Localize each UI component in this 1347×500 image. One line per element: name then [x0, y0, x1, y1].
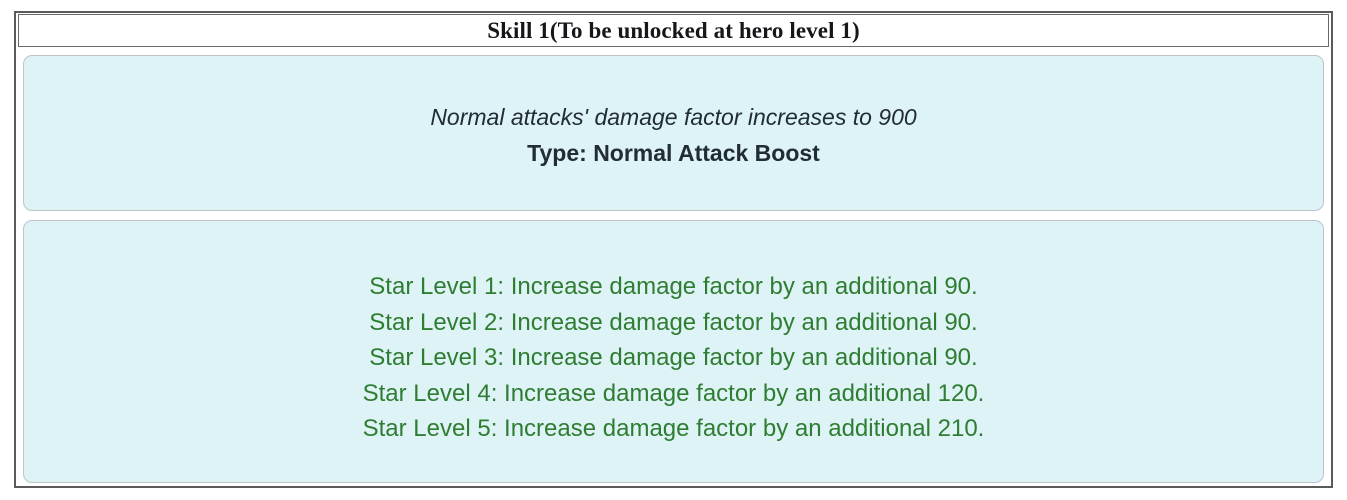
skill-card: Skill 1(To be unlocked at hero level 1) …: [14, 11, 1333, 488]
skill-type-text: Type: Normal Attack Boost: [527, 140, 820, 166]
star-level-row: Star Level 3: Increase damage factor by …: [369, 344, 978, 371]
skill-header: Skill 1(To be unlocked at hero level 1): [18, 14, 1329, 47]
skill-effect-text: Normal attacks' damage factor increases …: [430, 104, 917, 130]
star-level-row: Star Level 1: Increase damage factor by …: [369, 273, 978, 300]
star-levels-panel: Star Level 1: Increase damage factor by …: [23, 220, 1324, 483]
skill-title: Skill 1(To be unlocked at hero level 1): [487, 17, 860, 43]
skill-description-panel: Normal attacks' damage factor increases …: [23, 55, 1324, 211]
star-level-row: Star Level 4: Increase damage factor by …: [362, 379, 985, 407]
star-level-row: Star Level 2: Increase damage factor by …: [369, 308, 978, 336]
star-level-row: Star Level 5: Increase damage factor by …: [362, 415, 985, 442]
